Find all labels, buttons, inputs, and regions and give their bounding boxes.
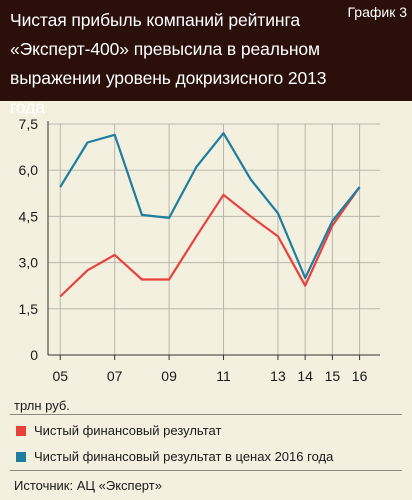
legend-swatch-blue — [16, 451, 26, 462]
header-bar: Чистая прибыль компаний рейтинга «Экспер… — [0, 0, 412, 117]
chart-title: Чистая прибыль компаний рейтинга «Экспер… — [10, 10, 327, 117]
divider — [10, 414, 402, 415]
y-tick-label: 3,0 — [19, 255, 39, 271]
x-tick-label: 07 — [107, 368, 123, 384]
x-tick-label: 14 — [297, 368, 313, 384]
legend-item-nominal: Чистый финансовый результат — [16, 423, 406, 438]
x-tick-label: 16 — [352, 368, 368, 384]
y-tick-label: 4,5 — [19, 208, 39, 224]
unit-label: трлн руб. — [14, 398, 70, 413]
series-lines — [59, 132, 361, 298]
legend-item-real: Чистый финансовый результат в ценах 2016… — [16, 449, 406, 464]
y-tick-label: 7,5 — [19, 116, 39, 132]
y-tick-label: 6,0 — [19, 162, 39, 178]
line-chart: 0 1,5 3,0 4,5 6,0 7,5 05 07 09 11 13 14 15 16 — [19, 116, 380, 384]
axes — [47, 121, 380, 360]
legend-label: Чистый финансовый результат в ценах 2016… — [34, 449, 334, 464]
x-tick-label: 15 — [325, 368, 341, 384]
legend-swatch-red — [16, 425, 26, 436]
x-tick-label: 09 — [161, 368, 177, 384]
source-note: Источник: АЦ «Эксперт» — [14, 478, 162, 493]
y-tick-label: 0 — [30, 347, 38, 363]
tick-labels: 0 1,5 3,0 4,5 6,0 7,5 05 07 09 11 13 14 15 16 — [19, 116, 368, 384]
divider — [10, 470, 402, 471]
legend-label: Чистый финансовый результат — [34, 423, 222, 438]
x-tick-label: 11 — [216, 368, 231, 384]
series-line-nominal — [59, 186, 361, 298]
y-tick-label: 1,5 — [19, 301, 39, 317]
series-line-real — [59, 132, 361, 280]
x-tick-label: 13 — [270, 368, 286, 384]
grid — [48, 123, 380, 355]
chart-number-tag: График 3 — [347, 4, 407, 20]
x-tick-label: 05 — [52, 368, 68, 384]
